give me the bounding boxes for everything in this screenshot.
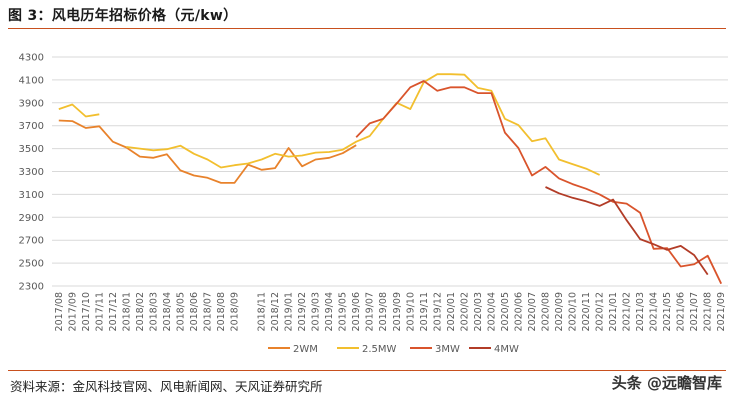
x-tick-label: 2018/09 <box>230 292 241 331</box>
x-tick-label: 2019/02 <box>297 292 308 331</box>
x-tick-label: 2019/05 <box>338 292 349 331</box>
x-tick-label: 2019/04 <box>324 292 335 331</box>
x-tick-label: 2020/05 <box>500 292 511 331</box>
y-tick-label: 3300 <box>19 167 44 178</box>
x-tick-label: 2018/03 <box>148 292 159 331</box>
y-tick-label: 4300 <box>19 53 44 64</box>
series-line-2.5MW <box>58 73 600 176</box>
x-tick-label: 2018/01 <box>121 292 132 331</box>
x-tick-label: 2020/01 <box>446 292 457 331</box>
y-tick-label: 2900 <box>19 213 44 224</box>
x-tick-label: 2019/09 <box>392 292 403 331</box>
y-tick-label: 2300 <box>19 282 44 293</box>
x-tick-label: 2019/06 <box>351 292 362 331</box>
x-tick-label: 2020/07 <box>527 292 538 331</box>
series-line-2WM <box>58 119 357 184</box>
x-tick-label: 2019/12 <box>432 292 443 331</box>
x-tick-label: 2018/04 <box>162 292 173 331</box>
legend-label: 2.5MW <box>362 344 397 355</box>
x-tick-label: 2019/10 <box>405 292 416 331</box>
x-tick-label: 2017/09 <box>67 292 78 331</box>
x-tick-label: 2019/08 <box>378 292 389 331</box>
legend-label: 2WM <box>293 344 318 355</box>
y-tick-label: 3900 <box>19 98 44 109</box>
series-line-3MW <box>355 80 723 285</box>
x-tick-label: 2020/12 <box>595 292 606 331</box>
x-tick-label: 2021/08 <box>703 292 714 331</box>
x-tick-label: 2019/11 <box>419 292 430 331</box>
series-line-4MW <box>545 186 709 276</box>
x-tick-label: 2020/10 <box>568 292 579 331</box>
x-tick-label: 2021/01 <box>608 292 619 331</box>
x-tick-label: 2017/12 <box>108 292 119 331</box>
x-tick-label: 2021/09 <box>716 292 727 331</box>
x-tick-label: 2020/06 <box>513 292 524 331</box>
x-tick-label: 2017/10 <box>81 292 92 331</box>
grid-layer <box>52 56 728 287</box>
x-tick-label: 2017/11 <box>94 292 105 331</box>
x-tick-label: 2018/05 <box>175 292 186 331</box>
chart-title: 图 3：风电历年招标价格（元/kw） <box>8 8 238 24</box>
footer-divider <box>8 370 726 371</box>
x-tick-label: 2017/08 <box>54 292 65 331</box>
legend: 2WM 2.5MW 3MW 4MW <box>268 344 519 355</box>
x-tick-label: 2020/08 <box>540 292 551 331</box>
y-tick-label: 2500 <box>19 259 44 270</box>
y-tick-label: 3100 <box>19 190 44 201</box>
x-tick-label: 2019/03 <box>311 292 322 331</box>
x-tick-label: 2021/02 <box>622 292 633 331</box>
x-tick-label: 2021/06 <box>676 292 687 331</box>
series-layer <box>58 73 723 285</box>
y-axis: 2300 2500 2700 2900 3100 3300 3500 3700 3900 4100… <box>19 53 44 293</box>
x-tick-label: 2019/07 <box>365 292 376 331</box>
x-tick-label: 2020/04 <box>486 292 497 331</box>
x-tick-label: 2018/02 <box>135 292 146 331</box>
y-tick-label: 2700 <box>19 236 44 247</box>
x-tick-label: 2018/12 <box>270 292 281 331</box>
source-note: 资料来源：金风科技官网、风电新闻网、天风证券研究所 <box>10 379 323 394</box>
y-tick-label: 3500 <box>19 144 44 155</box>
x-tick-label: 2021/07 <box>689 292 700 331</box>
y-tick-label: 4100 <box>19 75 44 86</box>
x-tick-label: 2020/02 <box>459 292 470 331</box>
legend-label: 3MW <box>435 344 460 355</box>
x-tick-label: 2021/04 <box>649 292 660 331</box>
x-axis: 2017/08 2017/09 2017/10 2017/11 2017/12 2018/… <box>54 292 727 331</box>
x-tick-label: 2018/11 <box>257 292 268 331</box>
x-tick-label: 2020/11 <box>581 292 592 331</box>
watermark: 头条 @远瞻智库 <box>611 374 722 392</box>
x-tick-label: 2018/06 <box>189 292 200 331</box>
x-tick-label: 2018/07 <box>202 292 213 331</box>
legend-label: 4MW <box>494 344 519 355</box>
x-tick-label: 2020/03 <box>473 292 484 331</box>
title-divider <box>8 28 726 29</box>
y-tick-label: 3700 <box>19 121 44 132</box>
x-tick-label: 2020/09 <box>554 292 565 331</box>
x-tick-label: 2021/03 <box>635 292 646 331</box>
x-tick-label: 2018/08 <box>216 292 227 331</box>
x-tick-label: 2021/05 <box>662 292 673 331</box>
x-tick-label: 2019/01 <box>284 292 295 331</box>
